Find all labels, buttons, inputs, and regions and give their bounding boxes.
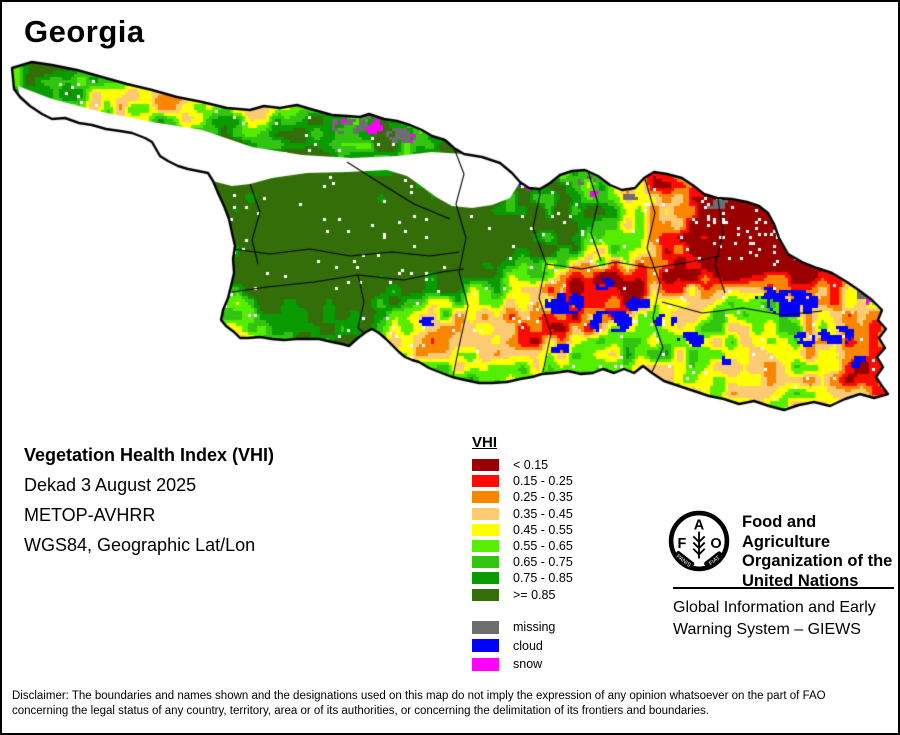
- page-title: Georgia: [24, 14, 145, 49]
- giews-line1: Global Information and Early: [673, 599, 876, 616]
- legend-color-swatch: [472, 459, 499, 472]
- legend-class-label: 0.55 - 0.65: [513, 539, 573, 554]
- legend-class-label: < 0.15: [513, 458, 549, 473]
- legend-row: missing: [472, 618, 555, 637]
- disclaimer-line2: concerning the legal status of any count…: [12, 705, 709, 718]
- legend-special-rows: missing cloud snow: [472, 618, 555, 674]
- giews-line2: Warning System – GIEWS: [673, 620, 861, 638]
- legend-color-swatch: [472, 556, 499, 569]
- legend-row: snow: [472, 655, 555, 674]
- wheat-ear-icon: [692, 531, 706, 559]
- fao-organization-name: Food and Agriculture Organization of the…: [742, 513, 898, 591]
- info-projection: WGS84, Geographic Lat/Lon: [24, 535, 256, 555]
- legend-color-swatch: [472, 475, 499, 488]
- legend-row: 0.35 - 0.45: [472, 506, 573, 522]
- legend-color-swatch: [472, 491, 499, 504]
- legend-color-swatch: [472, 507, 499, 520]
- legend-row: 0.45 - 0.55: [472, 522, 573, 538]
- fao-divider-line: [673, 587, 894, 589]
- legend-class-label: 0.45 - 0.55: [513, 522, 573, 537]
- disclaimer-line1: Disclaimer: The boundaries and names sho…: [12, 690, 826, 702]
- legend-row: cloud: [472, 637, 555, 656]
- info-dekad: Dekad 3 August 2025: [24, 475, 197, 495]
- legend-color-swatch: [472, 540, 499, 553]
- legend-row: >= 0.85: [472, 587, 573, 603]
- legend-color-swatch: [472, 588, 499, 601]
- legend-class-label: 0.65 - 0.75: [513, 555, 573, 570]
- info-sensor: METOP-AVHRR: [24, 505, 156, 525]
- legend-class-label: >= 0.85: [513, 587, 556, 602]
- fao-logo-letter-a: A: [694, 518, 705, 534]
- legend-color-swatch: [472, 657, 499, 671]
- legend-color-swatch: [472, 620, 499, 634]
- vhi-legend: VHI < 0.15 0.15 - 0.25 0.25 - 0.35 0.35 - 0…: [472, 434, 573, 603]
- fao-logo-letter-f: F: [678, 536, 687, 552]
- legend-row: 0.25 - 0.35: [472, 489, 573, 505]
- legend-row: < 0.15: [472, 457, 573, 473]
- fao-name-line3: United Nations: [742, 571, 859, 590]
- legend-class-label: cloud: [513, 638, 543, 653]
- legend-row: 0.75 - 0.85: [472, 570, 573, 586]
- legend-color-swatch: [472, 572, 499, 585]
- legend-color-swatch: [472, 639, 499, 653]
- fao-name-line1: Food and Agriculture: [742, 513, 831, 551]
- legend-class-rows: < 0.15 0.15 - 0.25 0.25 - 0.35 0.35 - 0.45 0…: [472, 457, 573, 603]
- legend-class-label: 0.75 - 0.85: [513, 571, 573, 586]
- legend-class-label: snow: [513, 657, 543, 672]
- legend-class-label: missing: [513, 620, 556, 635]
- legend-title: VHI: [472, 434, 498, 451]
- disclaimer-text: Disclaimer: The boundaries and names sho…: [12, 689, 888, 719]
- legend-row: 0.65 - 0.75: [472, 554, 573, 570]
- legend-row: 0.55 - 0.65: [472, 538, 573, 554]
- legend-color-swatch: [472, 523, 499, 536]
- fao-name-line2: Organization of the: [742, 552, 893, 570]
- info-product-name: Vegetation Health Index (VHI): [24, 445, 275, 465]
- fao-logo-letter-o: O: [710, 536, 721, 552]
- giews-label: Global Information and Early Warning Sys…: [673, 597, 876, 640]
- fao-logo: A F O FIAT PANIS: [668, 510, 730, 572]
- legend-class-label: 0.35 - 0.45: [513, 506, 573, 521]
- legend-class-label: 0.25 - 0.35: [513, 490, 573, 505]
- legend-row: 0.15 - 0.25: [472, 473, 573, 489]
- map-info-block: Vegetation Health Index (VHI) Dekad 3 Au…: [24, 440, 274, 560]
- legend-class-label: 0.15 - 0.25: [513, 474, 573, 489]
